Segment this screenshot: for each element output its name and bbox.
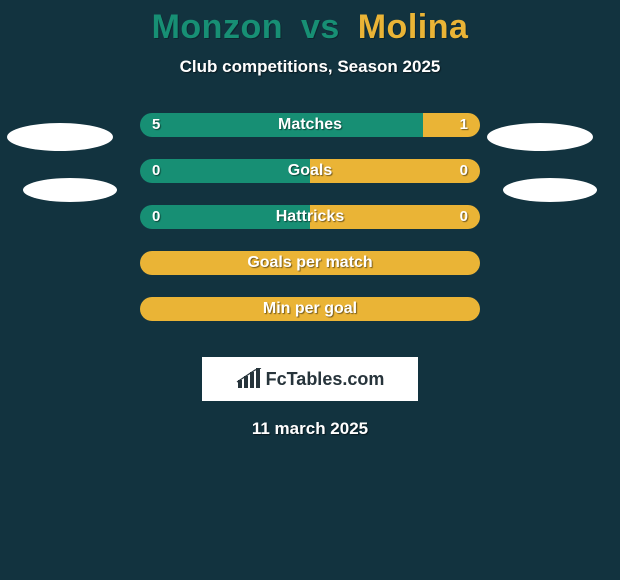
stat-label: Goals per match xyxy=(140,251,480,275)
date-label: 11 march 2025 xyxy=(0,419,620,439)
stat-row: Goals per match xyxy=(0,251,620,297)
player1-name: Monzon xyxy=(152,8,283,46)
stat-bar: 51Matches xyxy=(140,113,480,137)
player2-name: Molina xyxy=(358,8,469,46)
decorative-ellipse xyxy=(7,123,113,151)
logo-box: FcTables.com xyxy=(202,357,418,401)
title-vs: vs xyxy=(301,8,340,46)
decorative-ellipse xyxy=(23,178,117,202)
stat-bar: 00Goals xyxy=(140,159,480,183)
stat-row: Min per goal xyxy=(0,297,620,343)
title: Monzon vs Molina xyxy=(0,0,620,47)
subtitle: Club competitions, Season 2025 xyxy=(0,57,620,77)
stat-bar: 00Hattricks xyxy=(140,205,480,229)
stat-label: Goals xyxy=(140,159,480,183)
stat-label: Hattricks xyxy=(140,205,480,229)
stat-label: Matches xyxy=(140,113,480,137)
stat-bar: Goals per match xyxy=(140,251,480,275)
decorative-ellipse xyxy=(503,178,597,202)
stat-row: 00Hattricks xyxy=(0,205,620,251)
logo-text: FcTables.com xyxy=(266,369,385,390)
bar-chart-icon xyxy=(236,368,262,390)
decorative-ellipse xyxy=(487,123,593,151)
logo: FcTables.com xyxy=(236,368,385,390)
stat-label: Min per goal xyxy=(140,297,480,321)
comparison-card: Monzon vs Molina Club competitions, Seas… xyxy=(0,0,620,580)
stat-bar: Min per goal xyxy=(140,297,480,321)
